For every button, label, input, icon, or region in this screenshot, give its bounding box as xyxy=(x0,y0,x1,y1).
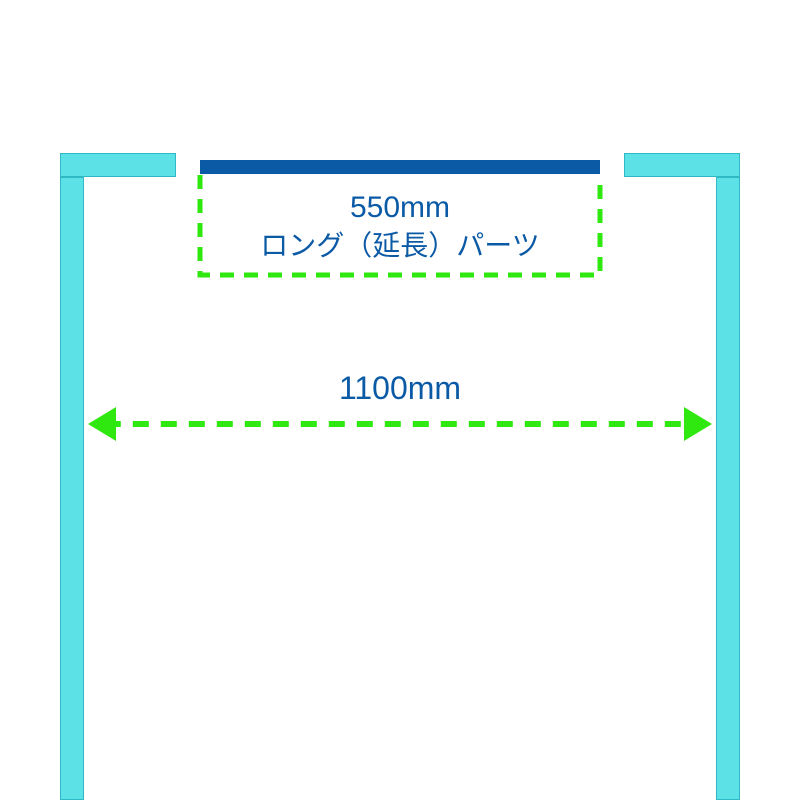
arrow-left-icon xyxy=(88,407,116,441)
extension-name-label: ロング（延長）パーツ xyxy=(0,229,800,263)
width-dimension-label: 1100mm xyxy=(0,369,800,407)
arrow-right-icon xyxy=(684,407,712,441)
diagram-stage: 550mm ロング（延長）パーツ 1100mm xyxy=(0,0,800,800)
extension-dimension-label: 550mm xyxy=(0,190,800,226)
